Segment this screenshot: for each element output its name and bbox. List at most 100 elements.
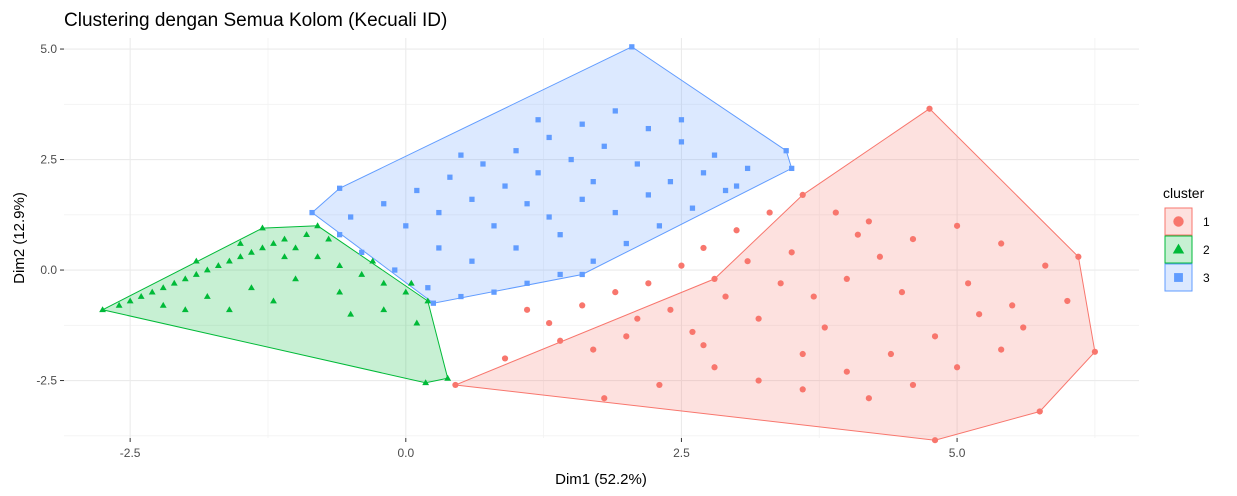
cluster-3-point: [436, 245, 442, 251]
cluster-1-point: [601, 395, 608, 402]
cluster-3-point: [469, 258, 475, 264]
cluster-2-point: [358, 270, 366, 277]
legend-label-1: 1: [1203, 215, 1210, 229]
cluster-1-point: [909, 236, 917, 243]
cluster-3-hull: [311, 46, 793, 304]
cluster-1-point: [998, 240, 1005, 247]
cluster-2-point: [314, 253, 321, 260]
cluster-1-point: [689, 328, 696, 336]
cluster-3-point: [502, 183, 508, 189]
cluster-3-point: [546, 134, 552, 141]
cluster-2-point: [192, 257, 200, 264]
cluster-1-point: [931, 437, 939, 444]
cluster-2-point: [192, 270, 200, 277]
cluster-3-point: [612, 209, 618, 216]
cluster-3-point: [348, 214, 354, 220]
y-tick-label: 0.0: [40, 263, 57, 277]
cluster-2-point: [347, 310, 355, 317]
cluster-1-point: [634, 315, 641, 322]
data-points: [99, 44, 1098, 444]
y-tick-label: 5.0: [40, 42, 57, 56]
cluster-1-point: [843, 368, 850, 375]
cluster-1-point: [700, 342, 707, 349]
cluster-3-point: [381, 201, 387, 207]
cluster-2-point: [270, 297, 277, 304]
cluster-2-point: [259, 224, 266, 231]
y-tick-label: 2.5: [40, 153, 57, 167]
cluster-1-point: [887, 350, 895, 358]
cluster-3-point: [678, 117, 685, 123]
cluster-2-point: [203, 293, 211, 299]
cluster-1-point: [700, 244, 707, 252]
cluster-2-point: [181, 306, 189, 313]
legend-triangle-icon: [1172, 243, 1185, 254]
cluster-3-point: [579, 121, 585, 127]
cluster-1-point: [546, 319, 553, 327]
cluster-2-point: [292, 275, 299, 282]
cluster-3-point: [612, 108, 618, 114]
cluster-1-point: [832, 209, 839, 216]
cluster-3-point: [546, 214, 552, 220]
cluster-3-point: [425, 285, 431, 291]
cluster-2-point: [148, 288, 156, 295]
cluster-3-point: [678, 139, 685, 145]
cluster-2-point: [259, 244, 266, 251]
legend-square-icon: [1174, 273, 1183, 282]
cluster-1-point: [799, 386, 806, 393]
cluster-2-point: [214, 262, 222, 268]
grid-major: [64, 38, 1139, 438]
cluster-1-point: [678, 262, 685, 269]
cluster-2-point: [237, 239, 244, 246]
cluster-2-point: [159, 284, 167, 291]
cluster-1-point: [711, 275, 718, 282]
cluster-3-point: [634, 161, 640, 167]
cluster-1-point: [865, 395, 872, 402]
cluster-1-point: [755, 377, 762, 384]
cluster-1-point: [579, 302, 586, 309]
cluster-1-point: [777, 280, 784, 287]
cluster-2-point: [248, 284, 255, 291]
cluster-2-point: [137, 293, 145, 299]
cluster-1-point: [755, 315, 762, 322]
cluster-1-point: [1075, 253, 1082, 260]
cluster-2-point: [225, 257, 233, 264]
cluster-3-point: [392, 267, 398, 273]
cluster-1-point: [998, 346, 1005, 353]
cluster-3-point: [722, 187, 729, 194]
cluster-2-point: [369, 257, 377, 264]
cluster-3-point: [711, 152, 718, 158]
cluster-3-point: [458, 152, 464, 158]
cluster-1-point: [876, 253, 883, 260]
cluster-2-point: [380, 306, 388, 313]
cluster-3-point: [667, 179, 674, 185]
x-axis-ticks: -2.5 0.0 2.5 5.0: [120, 438, 966, 460]
cluster-2-point: [170, 279, 178, 286]
cluster-3-point: [656, 223, 663, 229]
cluster-3-point: [557, 271, 563, 278]
cluster-1-point: [711, 364, 718, 371]
cluster-2-point: [281, 235, 288, 242]
cluster-3-point: [513, 148, 519, 154]
cluster-3-point: [480, 161, 486, 167]
cluster-1-point: [766, 209, 773, 216]
cluster-3-point: [513, 245, 519, 251]
cluster-3-point: [309, 209, 315, 216]
cluster-3-point: [414, 187, 420, 194]
cluster-2-point: [336, 288, 344, 295]
cluster-1-point: [965, 280, 972, 287]
cluster-3-point: [623, 240, 629, 247]
cluster-3-point: [436, 209, 442, 216]
cluster-2-point: [248, 248, 255, 255]
cluster-1-point: [953, 364, 961, 371]
y-axis-ticks: -2.5 0.0 2.5 5.0: [36, 42, 64, 388]
cluster-2-point: [159, 301, 167, 308]
cluster-1-point: [898, 289, 906, 296]
cluster-3-point: [689, 205, 696, 211]
cluster-2-point: [237, 253, 244, 260]
legend: cluster 1 2 3: [1163, 185, 1210, 292]
cluster-1-point: [909, 381, 917, 389]
cluster-3-point: [524, 201, 530, 207]
cluster-2-point: [115, 301, 123, 308]
cluster-3-point: [568, 156, 574, 163]
